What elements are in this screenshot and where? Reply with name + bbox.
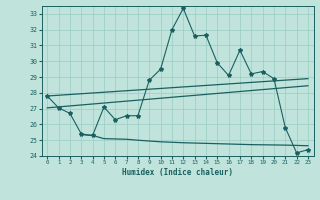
X-axis label: Humidex (Indice chaleur): Humidex (Indice chaleur) [122, 168, 233, 177]
